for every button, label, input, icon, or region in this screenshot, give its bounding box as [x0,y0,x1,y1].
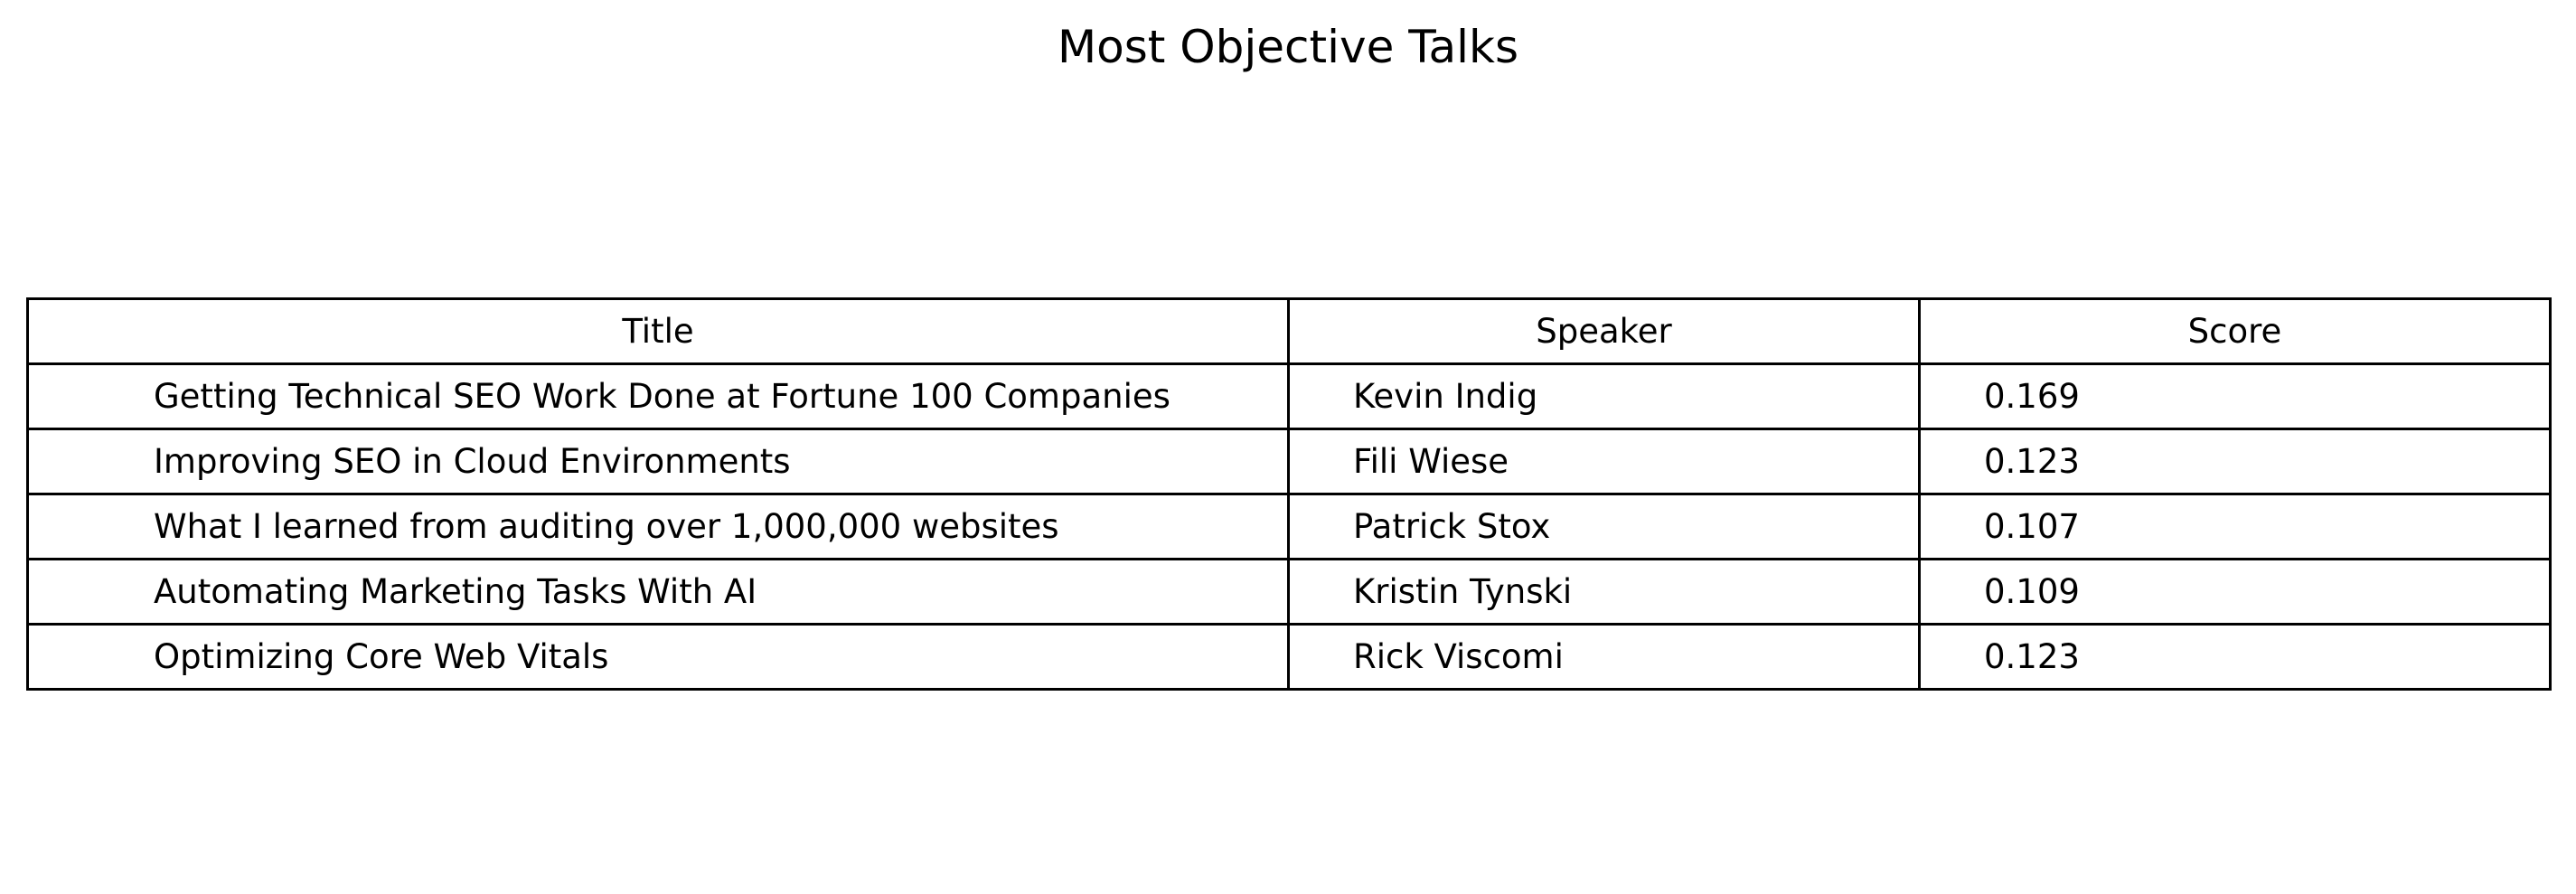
cell-speaker: Kristin Tynski [1287,558,1921,626]
cell-speaker: Kevin Indig [1287,362,1921,430]
table-row: What I learned from auditing over 1,000,… [26,493,2552,560]
table-header-row: Title Speaker Score [26,297,2552,365]
cell-speaker: Patrick Stox [1287,493,1921,560]
cell-speaker: Rick Viscomi [1287,623,1921,691]
cell-title: Optimizing Core Web Vitals [26,623,1290,691]
cell-score: 0.169 [1918,362,2552,430]
table-row: Automating Marketing Tasks With AI Krist… [26,558,2552,626]
chart-title: Most Objective Talks [1057,21,1519,73]
column-header-title: Title [26,297,1290,365]
cell-score: 0.109 [1918,558,2552,626]
cell-score: 0.123 [1918,623,2552,691]
table-row: Getting Technical SEO Work Done at Fortu… [26,362,2552,430]
cell-score: 0.123 [1918,428,2552,495]
cell-title: What I learned from auditing over 1,000,… [26,493,1290,560]
cell-title: Getting Technical SEO Work Done at Fortu… [26,362,1290,430]
cell-title: Improving SEO in Cloud Environments [26,428,1290,495]
cell-title: Automating Marketing Tasks With AI [26,558,1290,626]
cell-score: 0.107 [1918,493,2552,560]
table-row: Improving SEO in Cloud Environments Fili… [26,428,2552,495]
cell-speaker: Fili Wiese [1287,428,1921,495]
column-header-score: Score [1918,297,2552,365]
column-header-speaker: Speaker [1287,297,1921,365]
talks-table: Title Speaker Score Getting Technical SE… [26,297,2552,691]
table-row: Optimizing Core Web Vitals Rick Viscomi … [26,623,2552,691]
